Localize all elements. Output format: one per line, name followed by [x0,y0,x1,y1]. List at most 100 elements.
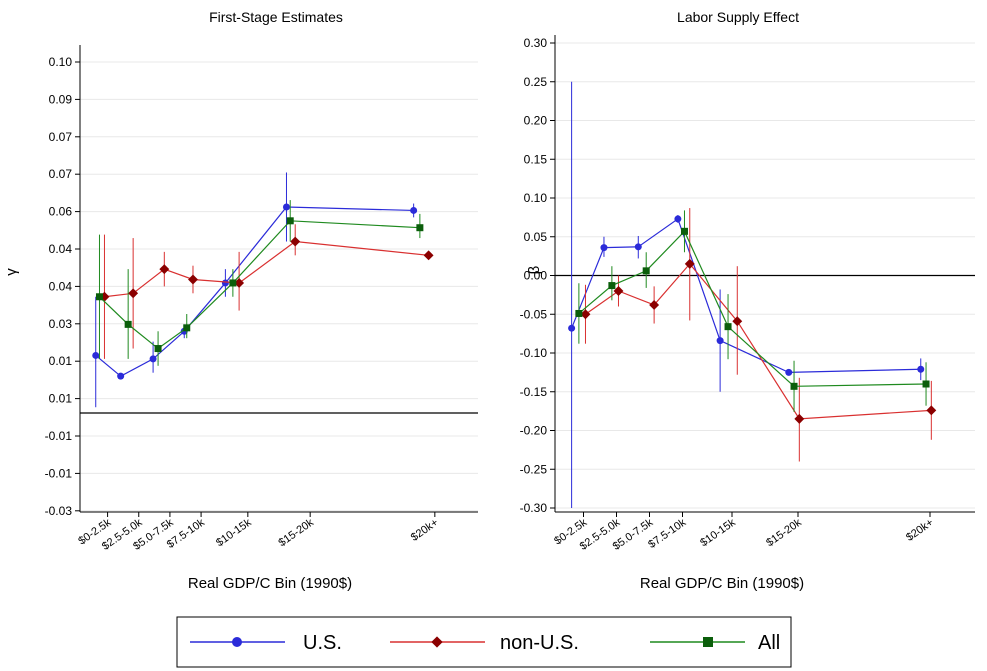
x-tick-label: $20k+ [904,517,936,544]
data-point [790,382,798,390]
data-point [600,244,608,252]
data-point [159,264,170,275]
legend-label: non-U.S. [500,632,579,654]
data-point [785,368,793,376]
data-point [124,320,132,328]
data-point [732,316,743,327]
y-tick-label: 0.06 [49,205,73,219]
legend-item-us: U.S. [190,632,342,654]
data-point [290,236,301,247]
data-point [229,279,237,287]
data-point [117,372,125,380]
axes: 0.10 0.09 0.07 0.07 0.06 0.04 0.04 0.03 0.01 0.01… [45,45,478,553]
x-axis-label: Real GDP/C Bin (1990$) [188,575,352,592]
chart-title: First-Stage Estimates [209,9,343,25]
data-point [221,279,229,287]
series-line [104,240,429,298]
data-point [234,277,245,288]
series-US [568,81,925,508]
y-tick-label: -0.20 [520,424,548,438]
y-tick-label: 0.07 [49,167,73,181]
data-point [634,243,642,251]
y-tick-label: -0.03 [45,504,73,518]
data-point [423,250,434,261]
series-line [571,217,921,373]
panel-labor-supply: Labor Supply Effect 0.30 0.25 0.20 0.15 0.10… [520,9,975,592]
legend: U.S. non-U.S. All [176,616,792,668]
x-tick-label: $10-15k [698,516,738,549]
data-point [416,224,424,232]
data-point [188,274,198,285]
data-point [580,309,591,320]
panel-first-stage: First-Stage Estimates 0.100.090.070.070.… [3,9,478,592]
series-US [92,172,418,408]
y-tick-label: 0.30 [524,36,548,50]
data-point [154,345,162,353]
y-tick-label: -0.01 [45,429,73,443]
y-axis-label: β [526,265,543,274]
y-tick-label: -0.10 [520,346,548,360]
y-tick-label: 0.15 [524,152,548,166]
y-tick-label: -0.15 [520,385,548,399]
y-tick-label: 0.25 [524,75,548,89]
series-nonUS [580,208,937,462]
data-point [922,380,930,388]
data-point [724,323,732,331]
series-group [568,81,937,508]
data-point [684,258,695,269]
y-tick-label: 0.00 [524,269,548,283]
y-tick-label: 0.07 [49,130,73,144]
data-point [149,355,157,363]
data-point [128,288,139,299]
data-point [917,365,925,373]
series-group [92,172,434,408]
x-tick-label: $20k+ [409,517,441,544]
x-tick-label: $15-20k [276,516,316,549]
series-line [95,206,414,377]
data-point [674,215,682,223]
y-axis-label: γ [3,268,20,276]
legend-label: All [758,632,780,654]
y-tick-label: 0.10 [524,191,548,205]
data-point [926,405,937,416]
y-tick-label: 0.20 [524,114,548,128]
axes: 0.30 0.25 0.20 0.15 0.10 0.05 0.00 -0.05 -0.10 -0… [520,35,975,553]
x-tick-label: $10-15k [214,516,254,549]
series-All [575,210,930,412]
data-point [608,282,616,290]
gridlines [80,61,478,512]
data-point [95,293,103,301]
y-tick-label: -0.05 [520,307,548,321]
legend-marker-all [703,637,713,647]
data-point [642,267,650,275]
y-tick-label: 0.01 [49,392,73,406]
chart-title: Labor Supply Effect [677,9,799,25]
y-tick-label: 0.09 [49,92,73,106]
y-tick-label: -0.25 [520,462,548,476]
data-point [183,324,191,332]
series-All [95,200,424,366]
data-point [410,206,418,214]
x-axis-label: Real GDP/C Bin (1990$) [640,575,804,592]
series-nonUS [99,224,434,359]
legend-marker-us [232,637,242,647]
y-tick-label: 0.01 [49,354,73,368]
y-tick-label: 0.03 [49,317,73,331]
series-line [578,230,927,387]
x-tick-label: $15-20k [764,516,804,549]
y-tick-label: -0.01 [45,466,73,480]
x-tick-label: $7.5-10k [646,516,688,551]
data-point [649,300,660,310]
legend-label: U.S. [303,632,342,654]
data-point [716,337,724,345]
data-point [613,286,624,296]
y-tick-label: 0.04 [49,279,73,293]
y-tick-label: 0.04 [49,242,73,256]
data-point [575,309,583,317]
y-tick-label: 0.05 [524,230,548,244]
y-tick-label: -0.30 [520,501,548,515]
y-tick-label: 0.10 [49,55,73,69]
legend-marker-non-us [431,636,443,648]
data-point [282,203,290,211]
